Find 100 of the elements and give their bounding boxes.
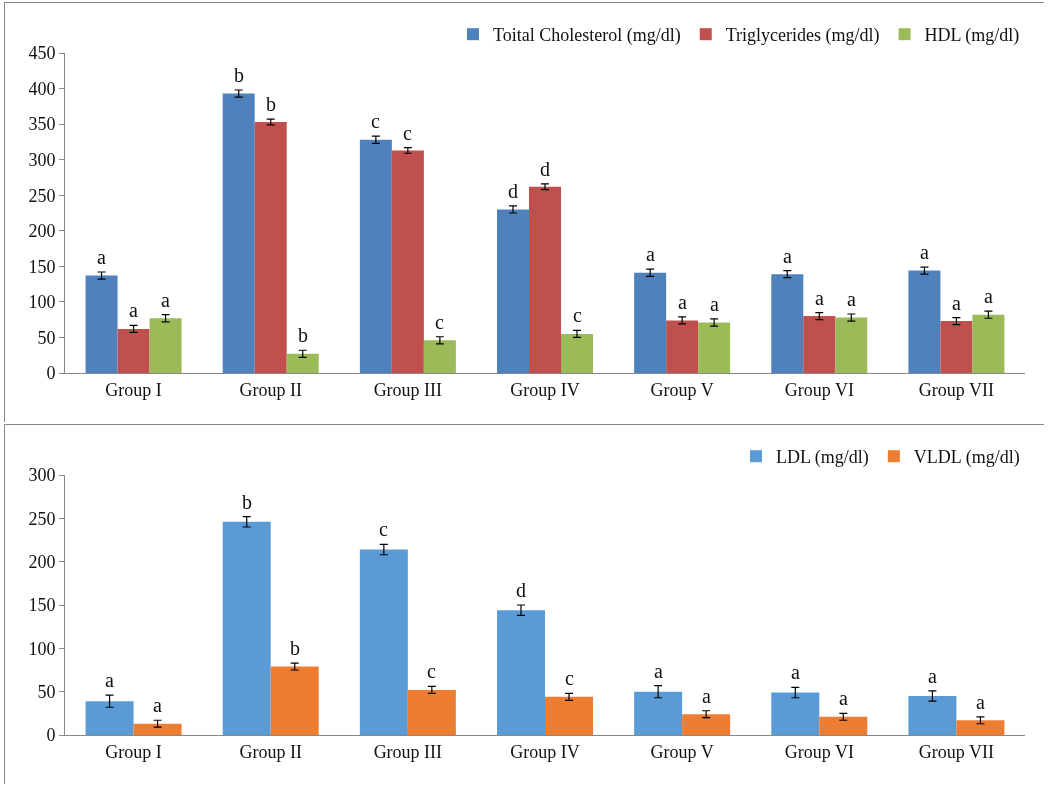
data-label: a (97, 246, 106, 268)
data-label: a (678, 291, 687, 313)
x-tick-label: Group III (373, 379, 443, 400)
data-label: b (242, 491, 252, 513)
bar (423, 340, 456, 373)
bar (222, 521, 271, 735)
data-label: c (435, 311, 444, 333)
y-tick-label: 300 (28, 465, 56, 486)
bar (634, 272, 667, 373)
data-label: c (573, 304, 582, 326)
data-label: a (976, 691, 985, 713)
data-label: a (783, 245, 792, 267)
bar (407, 689, 456, 735)
x-tick-label: Group VII (918, 741, 995, 762)
x-tick-label: Group II (239, 741, 302, 762)
bar (771, 692, 820, 735)
y-tick-label: 150 (28, 256, 56, 277)
y-tick-label: 450 (28, 43, 56, 64)
legend-label: HDL (mg/dl) (924, 25, 1020, 47)
data-label: d (540, 158, 550, 180)
y-tick-label: 0 (46, 363, 56, 384)
data-label: a (847, 288, 856, 310)
x-tick-label: Group VI (784, 379, 854, 400)
bar (803, 316, 836, 373)
data-label: b (290, 637, 300, 659)
data-label: a (710, 293, 719, 315)
bar (666, 320, 699, 373)
bar (545, 696, 593, 735)
x-tick-label: Group II (239, 379, 302, 400)
data-label: a (984, 285, 993, 307)
bar (529, 186, 561, 373)
x-tick-label: Group I (105, 379, 162, 400)
x-tick-label: Group V (650, 379, 714, 400)
legend-label: Toital Cholesterol (mg/dl) (493, 25, 681, 47)
bar (972, 314, 1005, 373)
data-label: a (105, 669, 114, 691)
legend-label: VLDL (mg/dl) (913, 447, 1020, 469)
bar (117, 328, 150, 373)
data-label: a (839, 687, 848, 709)
bar (222, 93, 255, 373)
y-tick-label: 250 (28, 508, 56, 529)
bar (956, 720, 1005, 735)
y-tick-label: 100 (28, 292, 56, 313)
data-label: d (516, 579, 526, 601)
data-label: a (702, 685, 711, 707)
x-tick-label: Group III (373, 741, 443, 762)
data-label: a (952, 292, 961, 314)
data-label: b (298, 324, 308, 346)
data-label: d (508, 180, 518, 202)
bar (698, 322, 731, 373)
bar (835, 317, 868, 373)
bar (819, 716, 868, 735)
x-tick-label: Group IV (510, 379, 580, 400)
bar (359, 549, 408, 735)
data-label: a (791, 661, 800, 683)
bar (286, 353, 319, 373)
bar (359, 139, 392, 373)
data-label: c (371, 110, 380, 132)
x-tick-label: Group VI (784, 741, 854, 762)
data-label: b (266, 93, 276, 115)
bar (254, 121, 287, 373)
y-tick-label: 250 (28, 185, 56, 206)
y-tick-label: 350 (28, 114, 56, 135)
bar (561, 333, 593, 373)
data-label: a (920, 241, 929, 263)
bar (497, 610, 545, 735)
x-tick-label: Group I (105, 741, 162, 762)
bar (771, 274, 804, 373)
x-tick-label: Group VII (918, 379, 995, 400)
data-label: c (565, 667, 574, 689)
legend-label: LDL (mg/dl) (776, 447, 869, 469)
data-label: a (646, 243, 655, 265)
data-label: c (427, 660, 436, 682)
data-label: a (129, 299, 138, 321)
bar (497, 209, 529, 373)
data-label: a (654, 660, 663, 682)
y-tick-label: 200 (28, 551, 56, 572)
bar (149, 318, 182, 373)
y-tick-label: 50 (37, 681, 56, 702)
y-tick-label: 200 (28, 221, 56, 242)
data-label: a (153, 694, 162, 716)
y-tick-label: 100 (28, 638, 56, 659)
x-tick-label: Group V (650, 741, 714, 762)
data-label: c (379, 518, 388, 540)
bar (391, 150, 424, 373)
y-tick-label: 50 (37, 327, 56, 348)
y-tick-label: 400 (28, 78, 56, 99)
data-label: a (815, 287, 824, 309)
bar (270, 666, 319, 735)
bar (133, 723, 182, 735)
data-label: a (161, 289, 170, 311)
y-tick-label: 300 (28, 149, 56, 170)
data-label: b (234, 64, 244, 86)
legend-label: Triglycerides (mg/dl) (725, 25, 880, 47)
bar (634, 691, 683, 735)
bar (682, 714, 731, 735)
y-tick-label: 0 (46, 725, 56, 746)
bar (940, 321, 973, 373)
bar (908, 696, 957, 735)
bar (85, 275, 118, 373)
